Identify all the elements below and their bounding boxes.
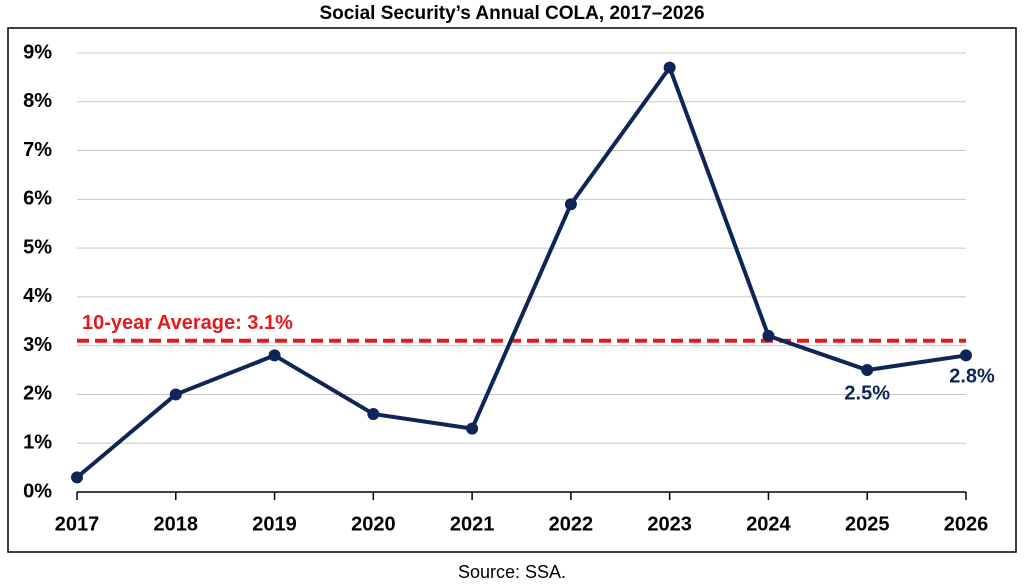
x-tick-label: 2023 [647, 513, 692, 535]
chart-title: Social Security’s Annual COLA, 2017–2026 [319, 3, 704, 24]
x-tick-label: 2020 [351, 513, 396, 535]
y-tick-label: 5% [23, 236, 52, 258]
data-point [663, 61, 676, 74]
x-tick-label: 2026 [944, 513, 989, 535]
x-tick-label: 2019 [252, 513, 297, 535]
data-point [71, 471, 83, 484]
x-tick-label: 2017 [55, 513, 100, 535]
y-tick-label: 1% [23, 432, 52, 454]
x-tick-label: 2022 [549, 513, 594, 535]
source-note: Source: SSA. [458, 562, 566, 582]
y-tick-label: 9% [23, 41, 52, 63]
data-point [762, 329, 775, 342]
data-point [564, 198, 577, 211]
average-label: 10-year Average: 3.1% [82, 312, 293, 334]
series-line [75, 65, 967, 479]
data-point [169, 388, 182, 401]
x-tick-label: 2021 [450, 513, 495, 535]
y-tick-label: 0% [23, 480, 52, 502]
data-point [466, 422, 479, 435]
data-point [367, 407, 380, 420]
x-tick-label: 2024 [746, 513, 791, 535]
y-tick-label: 6% [23, 188, 52, 210]
data-point [861, 364, 874, 377]
data-label: 2.8% [949, 366, 995, 388]
y-tick-label: 3% [23, 334, 52, 356]
y-tick-label: 4% [23, 285, 52, 307]
x-tick-label: 2018 [154, 513, 199, 535]
data-point [268, 349, 281, 362]
x-tick-label: 2025 [845, 513, 890, 535]
y-tick-label: 7% [23, 139, 52, 161]
data-label: 2.5% [844, 382, 890, 404]
data-point [960, 349, 972, 362]
chart-frame [7, 27, 1017, 553]
y-tick-label: 2% [23, 383, 52, 405]
y-tick-label: 8% [23, 90, 52, 112]
